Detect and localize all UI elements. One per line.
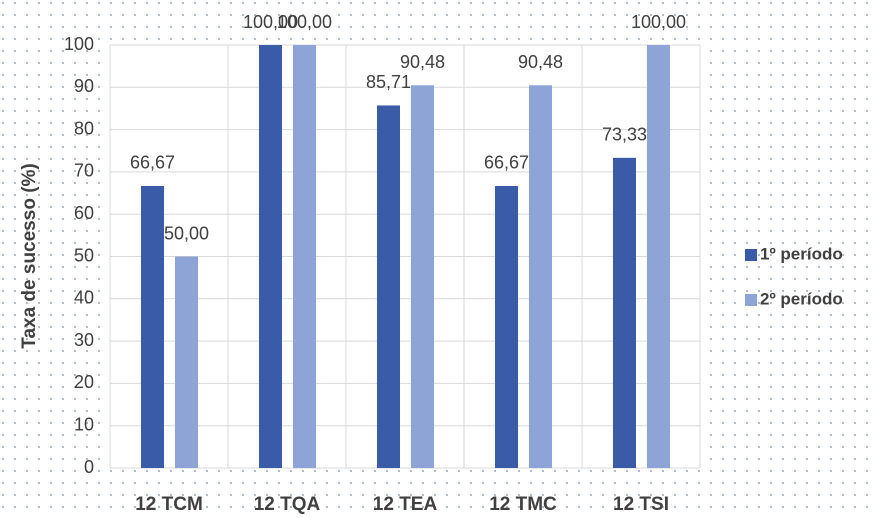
x-tick-label: 12 TQA <box>254 494 321 515</box>
bar <box>529 85 552 469</box>
legend-label: 1º período <box>760 244 843 263</box>
bar <box>141 185 164 468</box>
bar <box>293 45 316 468</box>
y-tick-label: 60 <box>74 203 94 223</box>
x-tick-label: 12 TCM <box>135 494 203 515</box>
data-label: 66,67 <box>130 153 175 173</box>
y-tick-label: 40 <box>74 288 94 308</box>
x-tick-label: 12 TSI <box>613 494 669 515</box>
y-tick-label: 50 <box>74 245 94 265</box>
data-label: 100,00 <box>277 12 332 32</box>
data-label: 100,00 <box>243 12 298 32</box>
data-label: 50,00 <box>164 223 209 243</box>
y-tick-label: 80 <box>74 118 94 138</box>
data-label: 85,71 <box>366 72 411 92</box>
data-label: 100,00 <box>631 12 686 32</box>
y-tick-label: 90 <box>74 76 94 96</box>
bar <box>175 256 198 468</box>
x-tick-label: 12 TEA <box>373 494 438 515</box>
bar <box>411 85 434 469</box>
bar <box>377 105 400 468</box>
x-tick-label: 12 TMC <box>489 494 557 515</box>
bar <box>495 185 518 468</box>
y-tick-label: 70 <box>74 161 94 181</box>
data-label: 66,67 <box>484 153 529 173</box>
data-label: 90,48 <box>518 52 563 72</box>
bar <box>613 157 636 469</box>
y-tick-label: 30 <box>74 330 94 350</box>
legend-label: 2º período <box>760 289 843 308</box>
y-tick-label: 100 <box>64 34 94 54</box>
legend-swatch <box>745 294 757 306</box>
data-label: 90,48 <box>400 52 445 72</box>
y-tick-label: 10 <box>74 414 94 434</box>
bar <box>647 45 670 468</box>
bar <box>259 45 282 468</box>
y-tick-label: 20 <box>74 372 94 392</box>
y-tick-label: 0 <box>84 457 94 477</box>
data-label: 73,33 <box>602 125 647 145</box>
legend-swatch <box>745 249 757 261</box>
y-axis-label: Taxa de sucesso (%) <box>19 163 40 349</box>
